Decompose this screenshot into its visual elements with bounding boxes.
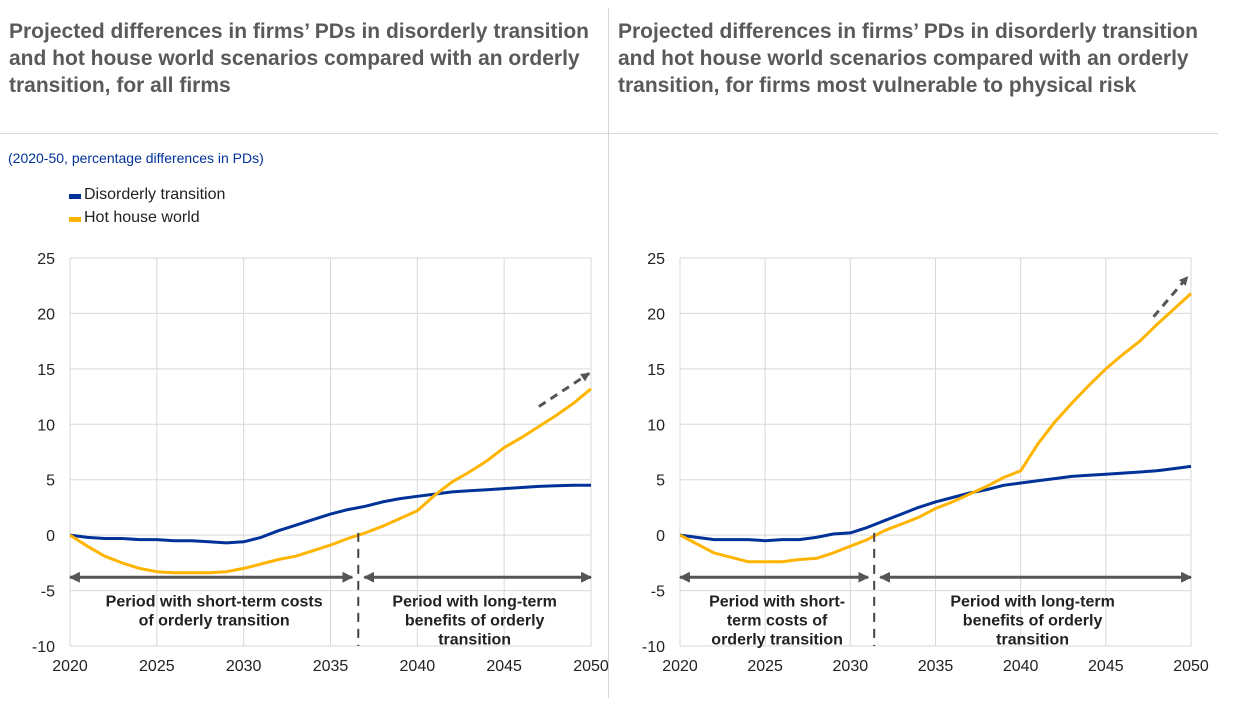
left-x-tick-label: 2020 <box>52 658 88 675</box>
legend-swatch-hot-house <box>69 217 81 222</box>
right-x-tick-label: 2020 <box>662 658 698 675</box>
left-period-label-line: Period with long-term <box>392 593 556 610</box>
right-y-tick-label: 15 <box>647 362 665 379</box>
right-y-tick-label: -10 <box>642 639 665 656</box>
left-period-label-line: transition <box>438 631 511 648</box>
right-x-tick-label: 2030 <box>833 658 869 675</box>
left-y-tick-label: 5 <box>46 473 55 490</box>
right-y-tick-label: -5 <box>651 584 665 601</box>
legend-item-disorderly: Disorderly transition <box>69 186 226 204</box>
legend-swatch-disorderly <box>69 194 81 199</box>
left-y-tick-label: 0 <box>46 528 55 545</box>
right-period-label-line: term costs of <box>727 612 828 629</box>
right-period-label-line: transition <box>996 631 1069 648</box>
right-period-label-line: Period with long-term <box>950 593 1114 610</box>
left-y-tick-label: 20 <box>37 306 55 323</box>
left-series-hot-house-world <box>69 387 592 575</box>
right-x-tick-label: 2040 <box>1003 658 1039 675</box>
panel-divider <box>608 8 609 698</box>
left-period-label-line: of orderly transition <box>139 612 290 629</box>
left-y-tick-label: 10 <box>37 417 55 434</box>
left-x-tick-label: 2045 <box>486 658 522 675</box>
left-period-label-line: benefits of orderly <box>405 612 545 629</box>
right-y-tick-label: 0 <box>656 528 665 545</box>
left-period-label-line: Period with short-term costs <box>106 593 323 610</box>
right-y-tick-label: 5 <box>656 473 665 490</box>
left-x-tick-label: 2050 <box>573 658 609 675</box>
right-series-hot-house-world <box>679 292 1193 564</box>
left-x-tick-label: 2025 <box>139 658 175 675</box>
left-trend-arrow <box>538 372 591 408</box>
right-x-tick-label: 2025 <box>747 658 783 675</box>
left-x-tick-label: 2035 <box>313 658 349 675</box>
left-chart: 25 20 15 10 5 0 -5 -10 2020 2025 2030 2035 2040 2045 2… <box>32 251 609 675</box>
right-x-tick-label: 2035 <box>918 658 954 675</box>
left-title-divider <box>0 133 608 134</box>
right-x-tick-label: 2045 <box>1088 658 1124 675</box>
right-trend-arrow <box>1152 275 1189 318</box>
left-y-tick-label: -10 <box>32 639 55 656</box>
left-series-disorderly-transition <box>69 483 591 545</box>
right-period-label-line: orderly transition <box>711 631 843 648</box>
right-period-label-line: benefits of orderly <box>963 612 1103 629</box>
right-series-disorderly-transition <box>679 464 1192 543</box>
right-y-tick-label: 20 <box>647 306 665 323</box>
left-y-tick-label: 15 <box>37 362 55 379</box>
right-period-label-line: Period with short- <box>709 593 845 610</box>
right-chart-title: Projected differences in firms’ PDs in d… <box>618 20 1198 97</box>
left-y-tick-label: 25 <box>37 251 55 268</box>
right-chart: 25 20 15 10 5 0 -5 -10 2020 2025 2030 2035 2040 2045 2… <box>642 251 1209 675</box>
legend-label-disorderly: Disorderly transition <box>84 186 226 203</box>
left-x-tick-label: 2030 <box>226 658 262 675</box>
chart-subtitle: (2020-50, percentage differences in PDs) <box>8 150 264 166</box>
left-chart-title: Projected differences in firms’ PDs in d… <box>9 20 589 97</box>
left-y-tick-label: -5 <box>41 584 55 601</box>
right-x-tick-label: 2050 <box>1173 658 1209 675</box>
legend-label-hot-house: Hot house world <box>84 209 200 226</box>
right-title-divider <box>609 133 1218 134</box>
right-y-tick-label: 25 <box>647 251 665 268</box>
left-x-tick-label: 2040 <box>400 658 436 675</box>
legend-item-hot-house: Hot house world <box>69 209 200 227</box>
right-y-tick-label: 10 <box>647 417 665 434</box>
